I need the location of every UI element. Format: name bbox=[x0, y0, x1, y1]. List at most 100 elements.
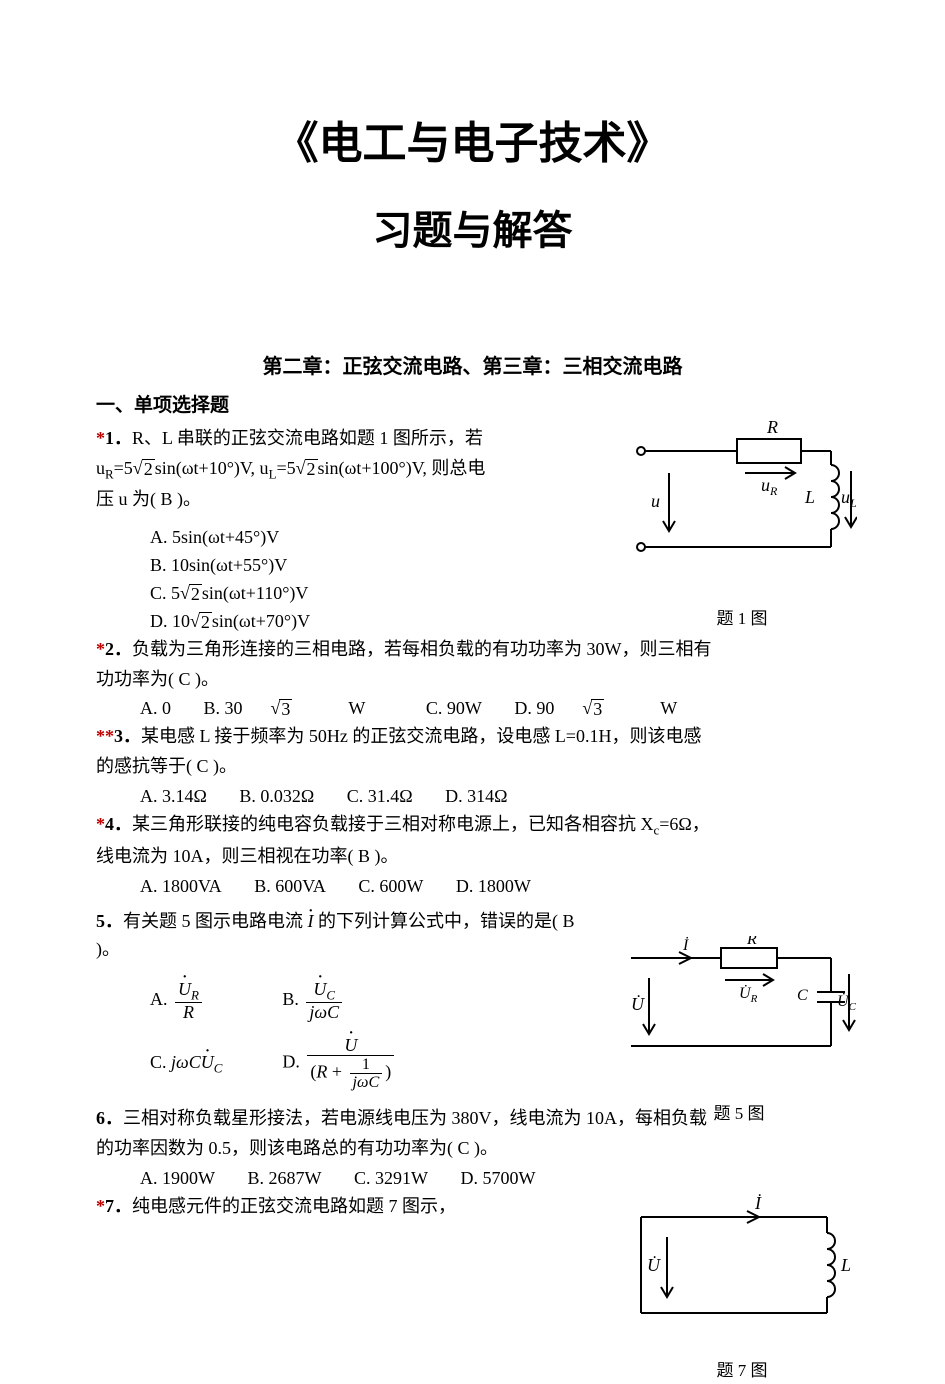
q1-optD-pre: D. 10 bbox=[150, 611, 190, 631]
q6-optB: B. 2687W bbox=[248, 1168, 322, 1188]
q3-line1: **3．某电感 L 接于频率为 50Hz 的正弦交流电路，设电感 L=0.1H，… bbox=[96, 723, 857, 751]
q1-optB: B. 10sin(ωt+55°)V bbox=[150, 552, 603, 580]
q7-figure: İ U̇ L 题 7 图 bbox=[627, 1193, 857, 1384]
q1-eq2: =5 bbox=[276, 458, 295, 478]
q4-line2: 线电流为 10A，则三相视在功率( B )。 bbox=[96, 843, 857, 871]
q4-optB: B. 600VA bbox=[254, 876, 326, 896]
q3-text: 某电感 L 接于频率为 50Hz 的正弦交流电路，设电感 L=0.1H，则该电感 bbox=[141, 726, 701, 746]
star-icon: * bbox=[96, 1196, 105, 1216]
circuit-rl-icon: R L u uR uL bbox=[627, 421, 857, 591]
star-icon: ** bbox=[96, 726, 114, 746]
q5-line1: 5．有关题 5 图示电路电流 I 的下列计算公式中，错误的是( B )。 bbox=[96, 908, 598, 964]
svg-text:uL: uL bbox=[841, 487, 857, 510]
q2-line1: *2．负载为三角形连接的三相电路，若每相负载的有功功率为 30W，则三相有 bbox=[96, 636, 857, 664]
q5-number: 5． bbox=[96, 911, 123, 931]
q1-mid: sin(ωt+10°)V, u bbox=[155, 458, 269, 478]
fig5-C: C bbox=[797, 987, 808, 1004]
q6-optD: D. 5700W bbox=[461, 1168, 536, 1188]
q1-line3: 压 u 为( B )。 bbox=[96, 486, 603, 514]
q1-text: R、L 串联的正弦交流电路如题 1 图所示，若 bbox=[132, 428, 483, 448]
q1-number: 1． bbox=[105, 428, 132, 448]
doc-subtitle: 习题与解答 bbox=[88, 200, 857, 262]
q4-line1: *4．某三角形联接的纯电容负载接于三相对称电源上，已知各相容抗 Xc=6Ω， bbox=[96, 811, 857, 841]
q3-optC: C. 31.4Ω bbox=[347, 786, 413, 806]
q4-options: A. 1800VA B. 600VA C. 600W D. 1800W bbox=[140, 873, 857, 901]
q2-options: A. 0 B. 30√3W C. 90W D. 90√3W bbox=[140, 695, 857, 723]
doc-title: 《电工与电子技术》 bbox=[88, 110, 857, 178]
page: 《电工与电子技术》 习题与解答 第二章：正弦交流电路、第三章：三相交流电路 一、… bbox=[0, 0, 945, 1263]
phasor-I: I bbox=[308, 908, 314, 936]
svg-text:İ: İ bbox=[754, 1193, 762, 1213]
q3-number: 3． bbox=[114, 726, 141, 746]
q3-options: A. 3.14Ω B. 0.032Ω C. 31.4Ω D. 314Ω bbox=[140, 783, 857, 811]
q2-optB: B. 30√3W bbox=[204, 698, 394, 718]
star-icon: * bbox=[96, 814, 105, 834]
q3-optD: D. 314Ω bbox=[445, 786, 507, 806]
q4-optC: C. 600W bbox=[358, 876, 423, 896]
fig7-caption: 题 7 图 bbox=[627, 1358, 857, 1384]
sqrt-icon: √3 bbox=[582, 698, 632, 718]
q5-C-label: C. bbox=[150, 1052, 167, 1072]
circuit-l-icon: İ U̇ L bbox=[627, 1193, 857, 1343]
q2-text: 负载为三角形连接的三相电路，若每相负载的有功功率为 30W，则三相有 bbox=[132, 639, 712, 659]
fig1-u-label: u bbox=[651, 491, 660, 511]
q1-line2: uR=5√2sin(ωt+10°)V, uL=5√2sin(ωt+100°)V,… bbox=[96, 455, 603, 485]
sqrt-icon: √2 bbox=[133, 458, 155, 478]
q2-optD-post: W bbox=[660, 698, 677, 718]
q6-optC: C. 3291W bbox=[354, 1168, 428, 1188]
fig5-R: R bbox=[746, 936, 757, 948]
q6-line2: 的功率因数为 0.5，则该电路总的有功功率为( C )。 bbox=[96, 1135, 857, 1163]
q3-optA: A. 3.14Ω bbox=[140, 786, 207, 806]
q1-end: sin(ωt+100°)V, 则总电 bbox=[318, 458, 486, 478]
fig1-L-label: L bbox=[804, 487, 815, 507]
fig5-caption: 题 5 图 bbox=[621, 1101, 857, 1127]
q1-options: A. 5sin(ωt+45°)V B. 10sin(ωt+55°)V C. 5√… bbox=[150, 524, 603, 636]
star-icon: * bbox=[96, 639, 105, 659]
fig1-uR: u bbox=[761, 475, 770, 495]
fig5-Uc-sub: C bbox=[849, 1001, 857, 1013]
q5-A-label: A. bbox=[150, 989, 168, 1009]
q5-optB: B. UCjωC bbox=[282, 980, 457, 1022]
q1-line1: *1．R、L 串联的正弦交流电路如题 1 图所示，若 bbox=[96, 425, 603, 453]
fig1-uL-sub: L bbox=[849, 496, 857, 510]
fig5-Ur-sub: R bbox=[750, 993, 758, 1005]
q3-line2: 的感抗等于( C )。 bbox=[96, 753, 857, 781]
q2-optD: D. 90 √3 W bbox=[514, 698, 705, 718]
fig1-R-label: R bbox=[766, 421, 778, 437]
q1-text-col: *1．R、L 串联的正弦交流电路如题 1 图所示，若 uR=5√2sin(ωt+… bbox=[88, 425, 603, 636]
q1-optD-post: sin(ωt+70°)V bbox=[212, 611, 310, 631]
q7-text-col: *7．纯电感元件的正弦交流电路如题 7 图示， bbox=[88, 1193, 603, 1221]
q1-ur-sub: R bbox=[105, 466, 114, 481]
q1-optC-pre: C. 5 bbox=[150, 583, 180, 603]
svg-text:uR: uR bbox=[761, 475, 778, 498]
q4-optA: A. 1800VA bbox=[140, 876, 222, 896]
sqrt-icon: √2 bbox=[296, 458, 318, 478]
circuit-rc-icon: İ R U̇ U̇R C U̇C bbox=[621, 936, 857, 1086]
q2-optD-pre: D. 90 bbox=[514, 698, 554, 718]
fig1-caption: 题 1 图 bbox=[627, 606, 857, 632]
chapter-heading: 第二章：正弦交流电路、第三章：三相交流电路 bbox=[88, 352, 857, 383]
q5-D-label: D. bbox=[282, 1052, 300, 1072]
q4-optD: D. 1800W bbox=[456, 876, 531, 896]
q1-optC-post: sin(ωt+110°)V bbox=[202, 583, 309, 603]
q1-eq1: =5 bbox=[114, 458, 133, 478]
section-heading: 一、单项选择题 bbox=[96, 391, 857, 420]
q2-number: 2． bbox=[105, 639, 132, 659]
q5-options: A. URR B. UCjωC C. jωCUC D. bbox=[150, 966, 457, 1105]
q5-optC: C. jωCUC bbox=[150, 1036, 282, 1091]
svg-text:U̇R: U̇R bbox=[739, 985, 758, 1005]
q5-figure: İ R U̇ U̇R C U̇C 题 5 图 bbox=[621, 936, 857, 1127]
q1-optA: A. 5sin(ωt+45°)V bbox=[150, 524, 603, 552]
q1-optC: C. 5√2sin(ωt+110°)V bbox=[150, 580, 603, 608]
q1-figure: R L u uR uL 题 1 图 bbox=[627, 421, 857, 632]
q2-optB-post: W bbox=[348, 698, 365, 718]
q1-optD: D. 10√2sin(ωt+70°)V bbox=[150, 608, 603, 636]
q7-text: 纯电感元件的正弦交流电路如题 7 图示， bbox=[132, 1196, 456, 1216]
svg-text:U̇: U̇ bbox=[631, 994, 645, 1015]
q6-number: 6． bbox=[96, 1108, 123, 1128]
q4-text: 某三角形联接的纯电容负载接于三相对称电源上，已知各相容抗 X bbox=[132, 814, 654, 834]
sqrt-icon: √3 bbox=[271, 698, 321, 718]
q2-optA: A. 0 bbox=[140, 698, 171, 718]
q5-text-pre: 有关题 5 图示电路电流 bbox=[123, 911, 308, 931]
q7-block: *7．纯电感元件的正弦交流电路如题 7 图示， İ bbox=[88, 1193, 857, 1221]
